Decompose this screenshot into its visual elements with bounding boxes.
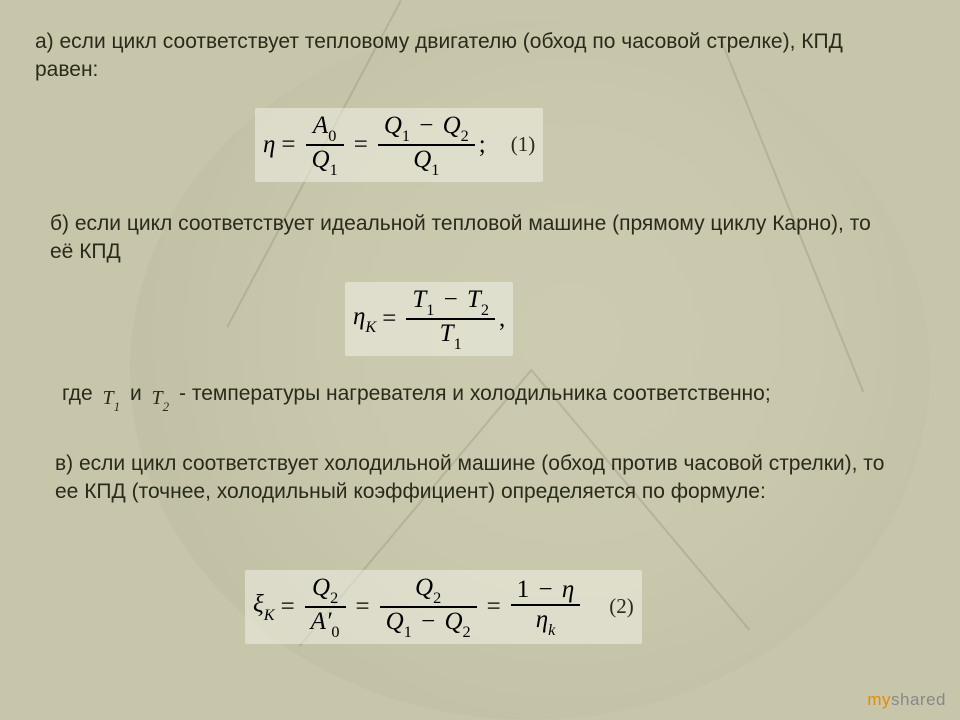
equation-2: ηK = T1 − T2 T1 , (345, 282, 513, 356)
inline-T2: T2 (148, 385, 174, 414)
paragraph-c: где T1 и T2 - температуры нагревателя и … (62, 380, 882, 414)
paragraph-d: в) если цикл соответствует холодильной м… (55, 450, 905, 507)
eq3-label: (2) (609, 594, 634, 619)
eq3-frac3: 1 − η ηk (511, 576, 581, 638)
watermark: myshared (867, 690, 946, 710)
equation-1: η = A0 Q1 = Q1 − Q2 Q1 ; (1) (255, 108, 543, 182)
eq1-frac2: Q1 − Q2 Q1 (378, 112, 475, 178)
eq1-frac1: A0 Q1 (306, 112, 344, 178)
paragraph-b: б) если цикл соответствует идеальной теп… (50, 210, 880, 267)
eq1-label: (1) (511, 132, 536, 157)
paragraph-a: а) если цикл соответствует тепловому дви… (35, 28, 885, 85)
equation-3: ξK = Q2 A′0 = Q2 Q1 − Q2 = 1 (245, 570, 642, 644)
eq3-frac1: Q2 A′0 (305, 574, 346, 640)
inline-T1: T1 (99, 385, 125, 414)
eq3-frac2: Q2 Q1 − Q2 (380, 574, 477, 640)
eq1-lhs: η (263, 131, 275, 159)
